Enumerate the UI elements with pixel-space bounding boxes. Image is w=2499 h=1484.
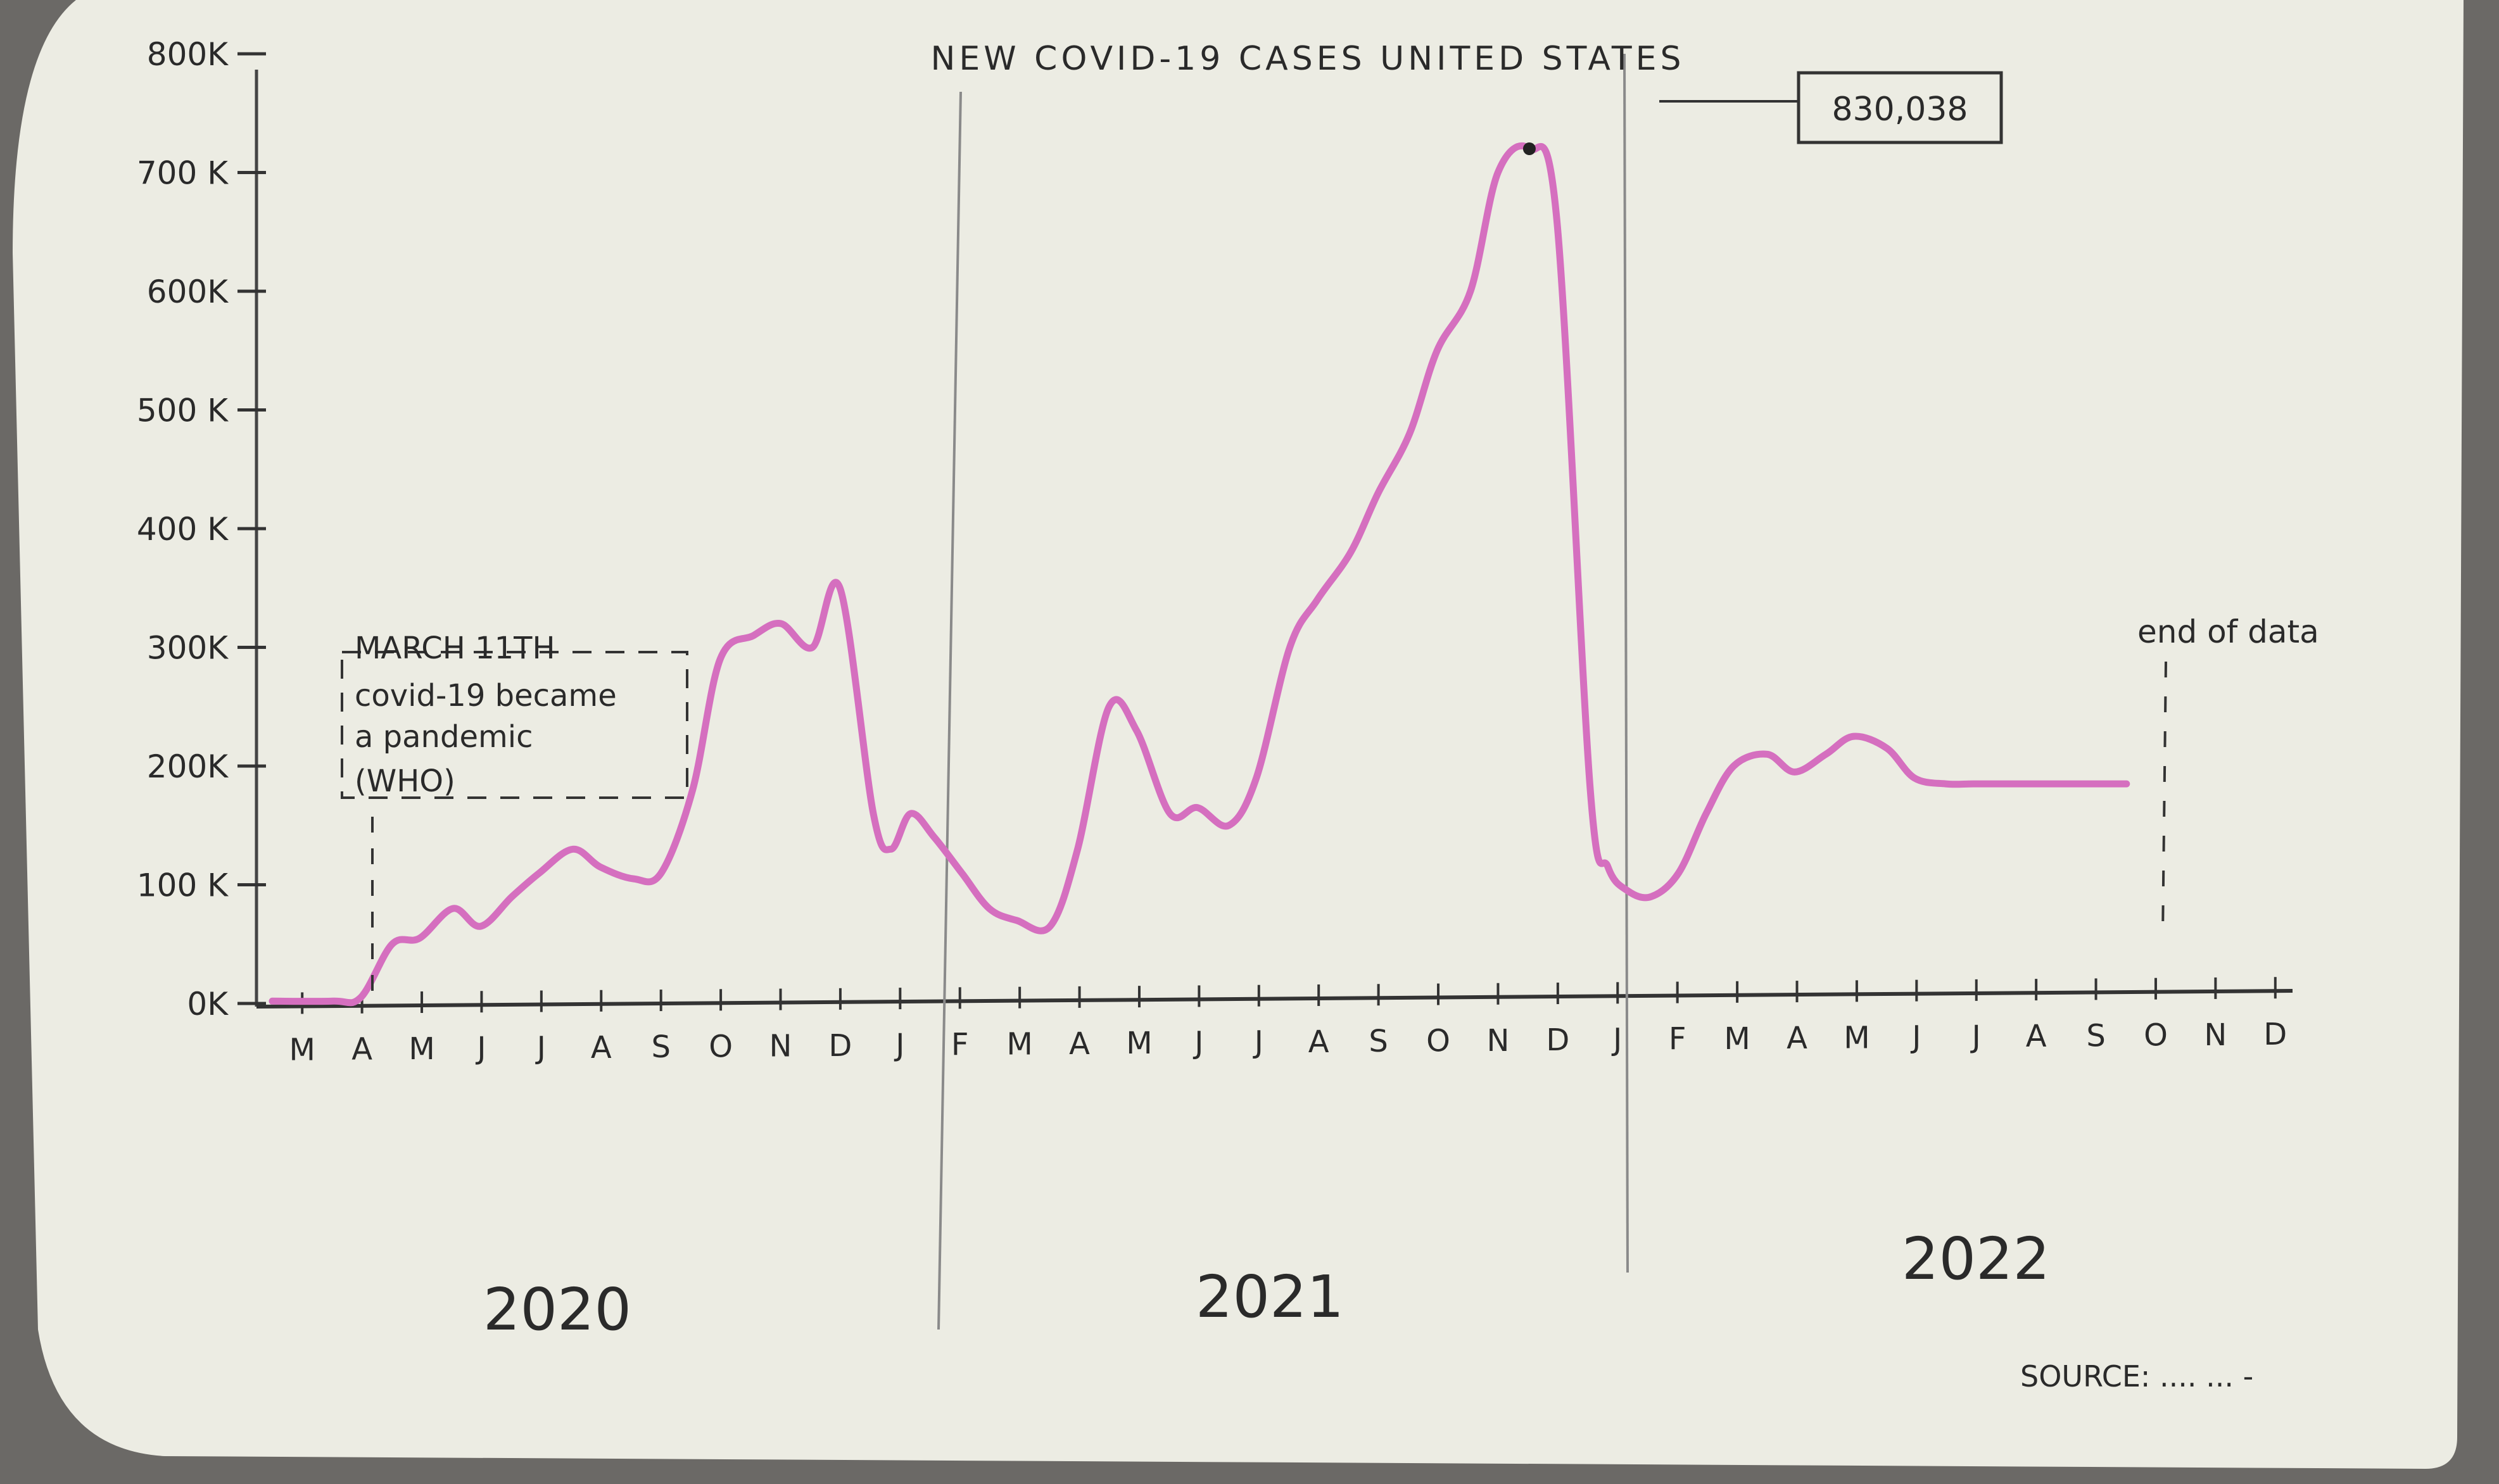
x-tick-label: S <box>2086 1018 2105 1053</box>
end-of-data-marker <box>2161 661 2167 938</box>
x-tick-label: J <box>1253 1025 1263 1060</box>
x-tick-label: O <box>709 1029 733 1064</box>
x-tick-label: O <box>1426 1023 1450 1059</box>
year-label-2022: 2022 <box>1902 1225 2050 1293</box>
x-tick-label: F <box>951 1027 969 1062</box>
x-tick-label: N <box>769 1029 792 1064</box>
pandemic-annotation: MARCH 11TH covid-19 became a pandemic (W… <box>341 631 688 997</box>
x-tick-label: A <box>351 1032 372 1067</box>
x-tick-label: D <box>828 1028 852 1064</box>
x-tick-label: J <box>1193 1025 1203 1060</box>
y-tick-label: 300K <box>147 630 229 667</box>
x-tick-label: D <box>2263 1017 2287 1052</box>
y-tick-label: 400 K <box>137 511 229 548</box>
x-tick-label: M <box>1126 1026 1152 1061</box>
x-tick-label: O <box>2144 1018 2168 1053</box>
end-of-data-annotation: end of data <box>2137 613 2319 938</box>
x-tick-label: J <box>535 1031 546 1066</box>
x-tick-label: N <box>1486 1023 1509 1059</box>
end-of-data-label: end of data <box>2137 613 2319 650</box>
pandemic-annotation-box <box>341 651 688 799</box>
year-divider-2022 <box>1623 53 1629 1273</box>
year-divider-2021 <box>937 91 962 1330</box>
x-tick-label: J <box>475 1031 486 1066</box>
source-label: SOURCE: .... ... - <box>2020 1359 2253 1393</box>
x-tick-label: A <box>591 1030 612 1066</box>
x-tick-label: M <box>408 1031 434 1067</box>
cases-series-line <box>269 142 2130 1007</box>
x-tick-label: S <box>651 1029 670 1065</box>
x-tick-label: F <box>1669 1022 1686 1057</box>
x-tick-label: A <box>1308 1024 1329 1060</box>
year-label-2021: 2021 <box>1196 1263 1344 1331</box>
x-tick-label: A <box>1787 1021 1807 1056</box>
y-tick-label: 600K <box>147 274 229 310</box>
x-tick-label: A <box>1069 1026 1090 1062</box>
peak-label: 830,038 <box>1832 91 1968 129</box>
x-tick-label: A <box>2026 1019 2047 1054</box>
x-tick-label: M <box>1006 1027 1032 1062</box>
y-tick-label: 500 K <box>137 393 229 429</box>
pandemic-annotation-line-4: (WHO) <box>355 764 455 799</box>
x-tick-label: S <box>1369 1024 1388 1059</box>
paper-sheet <box>13 0 2464 1469</box>
x-tick-label: M <box>1844 1020 1870 1055</box>
y-tick-label: 200K <box>147 748 229 785</box>
x-tick-label: M <box>289 1032 315 1067</box>
year-label-2020: 2020 <box>483 1276 631 1343</box>
y-tick-label: 0K <box>187 986 229 1022</box>
x-tick-label: J <box>1910 1020 1921 1055</box>
y-tick-label: 700 K <box>137 155 229 192</box>
pandemic-annotation-line-2: covid-19 became <box>355 678 617 714</box>
x-tick-label: J <box>1611 1022 1622 1057</box>
peak-label-box <box>1797 71 2003 144</box>
y-tick-label: 100 K <box>137 867 229 904</box>
peak-callout: 830,038 <box>1659 71 2003 144</box>
peak-point <box>1522 142 1536 155</box>
chart-title: NEW COVID-19 CASES UNITED STATES <box>930 40 1685 78</box>
x-tick-label: J <box>1970 1019 1981 1055</box>
x-tick-label: J <box>894 1028 904 1063</box>
x-tick-label: N <box>2204 1017 2227 1053</box>
x-tick-label: M <box>1724 1021 1750 1057</box>
y-tick-label: 800K <box>147 36 229 73</box>
pandemic-annotation-line-3: a pandemic <box>355 719 533 755</box>
x-axis <box>256 989 2293 1009</box>
x-tick-label: D <box>1546 1022 1569 1058</box>
pandemic-annotation-line-1: MARCH 11TH <box>355 631 555 666</box>
